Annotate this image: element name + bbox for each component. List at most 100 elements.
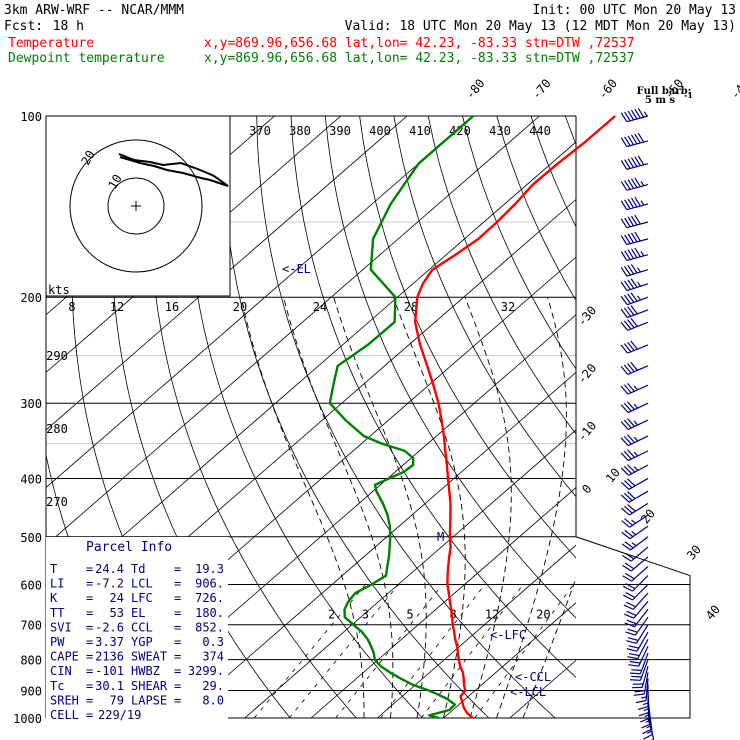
- parcel-value: 79: [110, 693, 124, 707]
- isotherm-20: [443, 116, 576, 718]
- parcel-eq: =: [86, 620, 93, 634]
- wind-barb-420: [620, 490, 649, 503]
- wind-barb-100: [620, 107, 649, 123]
- parcel-value2: 180.: [195, 606, 224, 620]
- pressure-tick-900: 900: [20, 684, 42, 698]
- wind-barb-760: [628, 645, 649, 667]
- theta-label-370: 370: [249, 124, 271, 138]
- legend-dewpoint: Dewpoint temperature: [8, 51, 165, 66]
- parcel-row: PW = 3.37 YGP = 0.3: [50, 635, 224, 649]
- wind-key-exponent: -1: [684, 90, 693, 100]
- parcel-eq: =: [86, 635, 93, 649]
- wind-barb-200: [620, 292, 649, 306]
- parcel-eq: =: [86, 562, 93, 576]
- theta-label-440: 440: [529, 124, 551, 138]
- dry-adiabat-420: [634, 116, 740, 718]
- parcel-value: -101: [95, 664, 124, 678]
- wind-barb-220: [620, 317, 649, 331]
- parcel-eq: =: [86, 606, 93, 620]
- isotherm-40: [575, 116, 576, 718]
- parcel-eq2: =: [174, 577, 181, 591]
- theta-label-290: 290: [46, 349, 68, 363]
- parcel-value: 2136: [95, 650, 124, 664]
- mixing-ratio-12: [420, 584, 524, 718]
- wind-barb-540: [622, 556, 649, 572]
- mixing-ratio-label-12: 12: [485, 608, 499, 622]
- isotherm--80: [46, 116, 474, 718]
- parcel-key: LI: [50, 577, 64, 591]
- parcel-key2: SHEAR: [131, 679, 168, 693]
- parcel-value: 3.37: [95, 635, 124, 649]
- isotherm-label--10: -10: [575, 419, 600, 445]
- hodograph-speed-8: 8: [68, 300, 75, 314]
- parcel-value2: 8.0: [202, 693, 224, 707]
- dry-adiabat-430: [668, 116, 740, 718]
- dewpoint-location: x,y=869.96,656.68 lat,lon= 42.23, -83.33…: [204, 51, 634, 66]
- dry-adiabat-370: [462, 116, 576, 718]
- plot-frame-lower: [46, 536, 691, 719]
- wind-barb-360: [620, 449, 649, 462]
- wind-barb-150: [620, 214, 649, 229]
- parcel-value2: 19.3: [195, 562, 224, 576]
- hodograph-ring-label-10: 10: [105, 172, 124, 192]
- wind-barb-840: [633, 672, 649, 696]
- isotherm-label--30: -30: [575, 303, 600, 329]
- parcel-value2: 852.: [195, 620, 224, 634]
- hodograph-speed-28: 28: [404, 300, 418, 314]
- pressure-tick-800: 800: [20, 654, 42, 668]
- parcel-eq: =: [86, 664, 93, 678]
- pressure-tick-400: 400: [20, 472, 42, 486]
- dry-adiabat-330: [324, 116, 576, 718]
- parcel-key2: CCL: [131, 620, 153, 634]
- dry-adiabat-440: [703, 116, 740, 718]
- dry-adiabat-390: [530, 116, 576, 718]
- dry-adiabat-360: [427, 116, 576, 718]
- wind-barb-620: [623, 592, 649, 610]
- moist-adiabat-32: [522, 297, 576, 718]
- mixing-ratio-8: [380, 584, 486, 718]
- parcel-key: SVI: [50, 620, 72, 634]
- parcel-eq2: =: [174, 664, 181, 678]
- parcel-key: CAPE: [50, 650, 79, 664]
- moist-adiabat-12: [283, 297, 394, 718]
- theta-label-280: 280: [46, 422, 68, 436]
- hodograph-ring-1: [69, 139, 203, 273]
- parcel-eq2: =: [174, 562, 181, 576]
- parcel-eq: =: [86, 708, 93, 722]
- parcel-key2: EL: [131, 606, 145, 620]
- dry-adiabat-290: [186, 116, 423, 718]
- parcel-key: T: [50, 562, 57, 576]
- mixing-ratio-label-8: 8: [450, 608, 457, 622]
- sounding-curves: <-EL <-LFC <-CCL<-LCL M: [282, 115, 616, 720]
- parcel-row: K = 24 LFC = 726.: [50, 591, 224, 605]
- wind-barb-300: [620, 401, 649, 414]
- pressure-tick-700: 700: [20, 619, 42, 633]
- mixing-ratio-label-20: 20: [536, 608, 550, 622]
- theta-label-380: 380: [289, 124, 311, 138]
- parcel-info-title: Parcel Info: [86, 540, 172, 555]
- parcel-eq: =: [86, 693, 93, 707]
- pressure-tick-500: 500: [20, 531, 42, 545]
- wind-barb-680: [625, 616, 649, 636]
- wind-barb-190: [620, 278, 649, 292]
- wind-barb-380: [620, 464, 649, 476]
- wind-barb-240: [620, 340, 649, 354]
- theta-label-410: 410: [409, 124, 431, 138]
- parcel-value: 24.4: [95, 562, 124, 576]
- parcel-eq2: =: [174, 679, 181, 693]
- moist-adiabat-24: [464, 297, 512, 718]
- wind-barb-110: [620, 132, 649, 148]
- isotherm--10: [244, 116, 576, 718]
- mixing-ratio-label-3: 3: [362, 608, 369, 622]
- hodograph-speed-16: 16: [165, 300, 179, 314]
- mixing-ratio-3: [288, 584, 400, 718]
- parcel-eq2: =: [174, 635, 181, 649]
- dewpoint-line: [328, 115, 475, 720]
- parcel-value: 24: [110, 591, 124, 605]
- fcst-label: Fcst:: [4, 19, 43, 34]
- freezing-mark: M: [437, 530, 444, 544]
- parcel-key: K: [50, 591, 58, 605]
- dry-adiabat-280: [149, 116, 357, 718]
- wind-barb-180: [620, 263, 649, 277]
- lcl-label: <-LCL: [510, 685, 546, 699]
